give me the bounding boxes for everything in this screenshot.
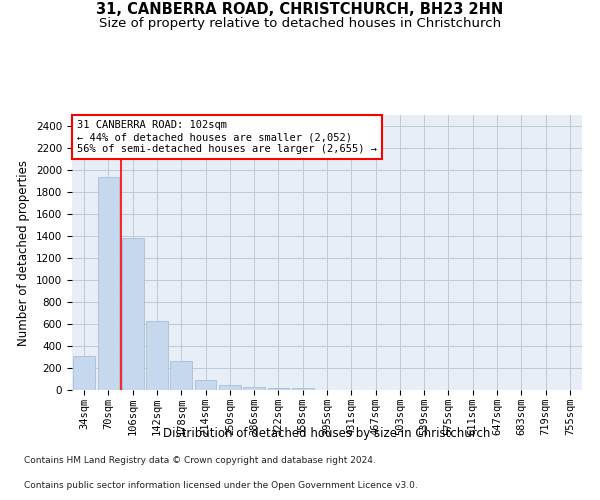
Bar	[194, 380, 217, 390]
Text: Size of property relative to detached houses in Christchurch: Size of property relative to detached ho…	[99, 18, 501, 30]
Text: 31 CANBERRA ROAD: 102sqm
← 44% of detached houses are smaller (2,052)
56% of sem: 31 CANBERRA ROAD: 102sqm ← 44% of detach…	[77, 120, 377, 154]
Bar	[146, 320, 168, 390]
Bar	[122, 238, 143, 390]
Text: 31, CANBERRA ROAD, CHRISTCHURCH, BH23 2HN: 31, CANBERRA ROAD, CHRISTCHURCH, BH23 2H…	[97, 2, 503, 18]
Text: Contains public sector information licensed under the Open Government Licence v3: Contains public sector information licen…	[24, 481, 418, 490]
Bar	[243, 387, 265, 390]
Text: Distribution of detached houses by size in Christchurch: Distribution of detached houses by size …	[163, 428, 491, 440]
Bar	[170, 362, 192, 390]
Text: Contains HM Land Registry data © Crown copyright and database right 2024.: Contains HM Land Registry data © Crown c…	[24, 456, 376, 465]
Bar	[219, 385, 241, 390]
Y-axis label: Number of detached properties: Number of detached properties	[17, 160, 31, 346]
Bar	[73, 356, 95, 390]
Bar	[97, 176, 119, 390]
Bar	[268, 388, 289, 390]
Bar	[292, 388, 314, 390]
